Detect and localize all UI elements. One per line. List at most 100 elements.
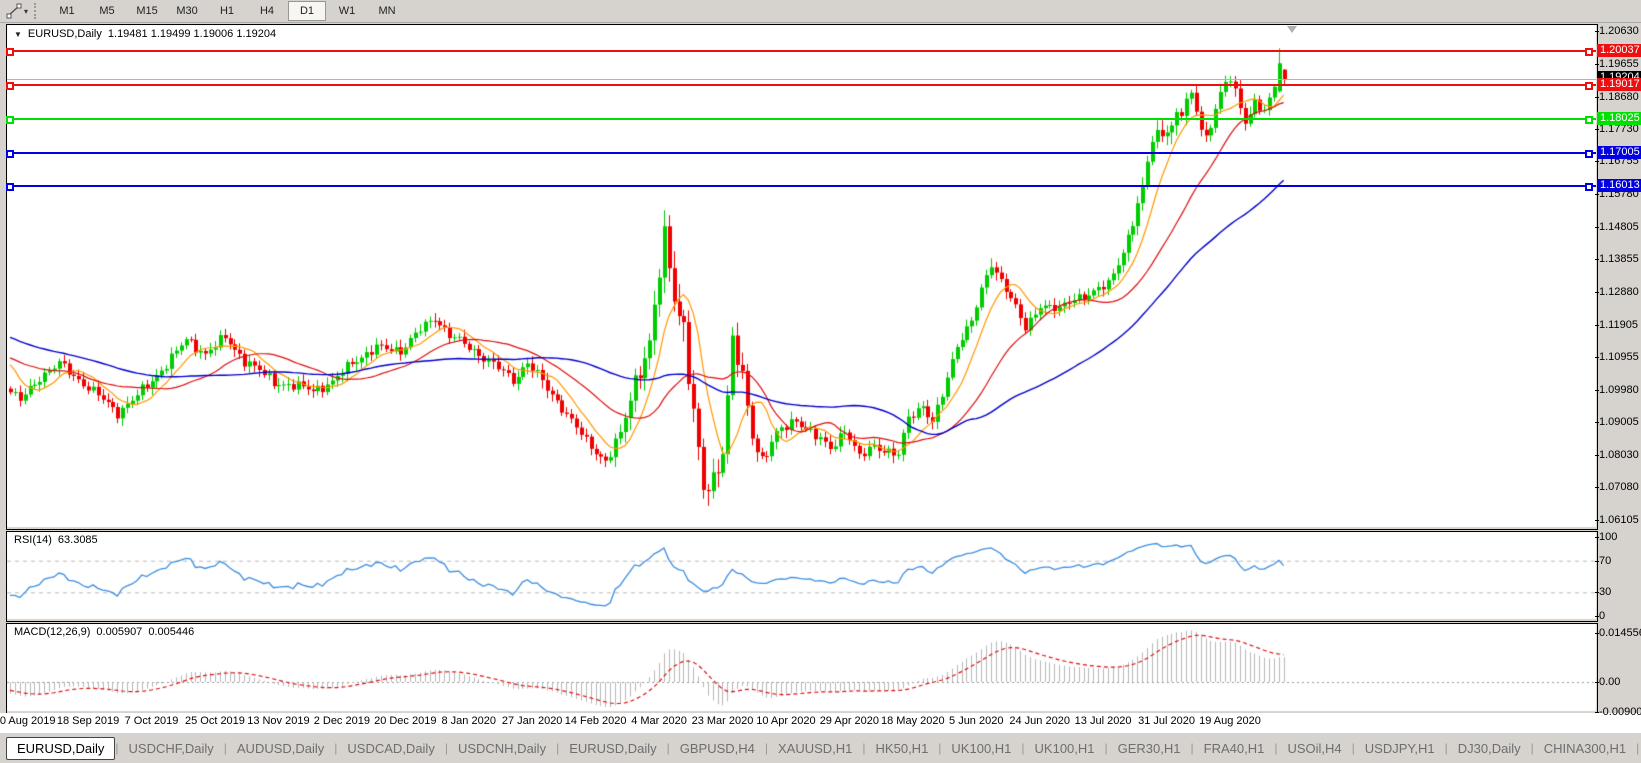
tab-separator: | xyxy=(938,741,942,755)
date-axis-tick: 13 Jul 2020 xyxy=(1074,715,1132,727)
date-axis-tick: 19 Aug 2020 xyxy=(1199,715,1261,727)
price-axis-tick: 1.07080 xyxy=(1595,481,1639,494)
date-axis xyxy=(0,713,1641,732)
date-axis-tick: 31 Jul 2020 xyxy=(1138,715,1195,727)
tab-separator: | xyxy=(862,741,866,755)
horizontal-price-line-1.19017[interactable] xyxy=(6,82,1596,90)
chart-tab-gbpusd-h4[interactable]: GBPUSD,H4 xyxy=(679,740,755,756)
chart-tab-dj30-daily[interactable]: DJ30,Daily xyxy=(1457,740,1521,756)
line-endpoint-marker xyxy=(1585,48,1593,56)
chart-tab-usdcad-daily[interactable]: USDCAD,Daily xyxy=(347,740,435,756)
date-axis-tick: 18 Sep 2019 xyxy=(56,715,120,727)
chart-title-collapse-icon[interactable]: ▼ xyxy=(14,29,22,39)
line-endpoint-marker xyxy=(6,183,14,191)
date-axis-tick: 24 Jun 2020 xyxy=(1009,715,1070,727)
chart-tab-usdcnh-daily[interactable]: USDCNH,Daily xyxy=(457,740,547,756)
tab-separator: | xyxy=(556,741,560,755)
trendline-drawing-icon[interactable] xyxy=(4,2,24,20)
chart-tab-xauusd-h1[interactable]: XAUUSD,H1 xyxy=(778,740,853,756)
horizontal-price-line-1.17005[interactable] xyxy=(6,150,1596,158)
chart-tab-eurusd-daily[interactable]: EURUSD,Daily xyxy=(569,740,657,756)
horizontal-price-line-1.20037[interactable] xyxy=(6,48,1596,56)
tab-separator: | xyxy=(764,741,768,755)
price-line-flag: 1.16013 xyxy=(1597,179,1641,192)
date-axis-tick: 30 Aug 2019 xyxy=(0,715,56,727)
date-axis-tick: 18 May 2020 xyxy=(880,715,945,727)
price-chart-panel[interactable] xyxy=(6,24,1598,530)
line-endpoint-marker xyxy=(6,150,14,158)
horizontal-price-line-1.18025[interactable] xyxy=(6,116,1596,124)
price-axis-tick: 1.19655 xyxy=(1595,57,1639,70)
date-axis-tick: 13 Nov 2019 xyxy=(247,715,310,727)
timeframe-button-mn[interactable]: MN xyxy=(378,5,396,17)
macd-label: MACD(12,26,9) 0.005907 0.005446 xyxy=(14,626,194,638)
tab-separator: | xyxy=(1530,741,1534,755)
timeframe-button-m1[interactable]: M1 xyxy=(59,5,75,17)
price-axis-tick: 1.11905 xyxy=(1595,318,1638,331)
date-axis-tick: 29 Apr 2020 xyxy=(819,715,880,727)
rsi-axis-tick: 70 xyxy=(1594,554,1612,567)
date-axis-tick: 23 Mar 2020 xyxy=(691,715,754,727)
price-axis-tick: 1.20630 xyxy=(1595,25,1639,37)
rsi-axis-tick: 30 xyxy=(1594,586,1612,599)
chart-tab-audusd-daily[interactable]: AUDUSD,Daily xyxy=(236,740,325,756)
date-axis-tick: 20 Dec 2019 xyxy=(374,715,437,727)
date-axis-tick: 27 Jan 2020 xyxy=(501,715,563,727)
price-line-flag: 1.18025 xyxy=(1597,112,1641,125)
chart-tab-hk50-h1[interactable]: HK50,H1 xyxy=(875,740,929,756)
chart-tab-ger30-h1[interactable]: GER30,H1 xyxy=(1117,740,1181,756)
tab-separator: | xyxy=(115,741,119,755)
line-endpoint-marker xyxy=(6,82,14,90)
date-axis-tick: 10 Apr 2020 xyxy=(756,715,816,727)
chart-tab-bar: EURUSD,Daily | USDCHF,Daily | AUDUSD,Daily | U… xyxy=(0,732,1641,763)
horizontal-price-line-1.16013[interactable] xyxy=(6,183,1596,191)
timeframe-button-m15[interactable]: M15 xyxy=(136,5,158,17)
price-line-flag: 1.19017 xyxy=(1597,78,1641,91)
rsi-axis-tick: 100 xyxy=(1594,531,1618,543)
line-endpoint-marker xyxy=(6,116,14,124)
line-endpoint-marker xyxy=(1585,116,1593,124)
macd-axis-tick: 0.00 xyxy=(1594,676,1621,688)
date-axis-tick: 4 Mar 2020 xyxy=(631,715,687,727)
chart-symbol-label: EURUSD,Daily xyxy=(27,28,102,40)
timeframe-button-h1[interactable]: H1 xyxy=(219,5,235,17)
timeframe-button-w1[interactable]: W1 xyxy=(338,5,356,17)
macd-name: MACD(12,26,9) xyxy=(14,626,91,638)
price-axis-tick: 1.14805 xyxy=(1595,221,1639,234)
chart-tab-uk100-h1[interactable]: UK100,H1 xyxy=(1034,740,1095,756)
chart-tab-eurusd-daily[interactable]: EURUSD,Daily xyxy=(6,736,116,760)
toolbar-grip xyxy=(34,3,41,19)
timeframe-toolbar: ▾ M1 M5 M15 M30 H1 H4 D1 W1 MN xyxy=(0,0,1641,23)
timeframe-button-h4[interactable]: H4 xyxy=(259,5,275,17)
tab-separator: | xyxy=(1274,741,1278,755)
timeframe-button-m30[interactable]: M30 xyxy=(176,5,198,17)
tab-separator: | xyxy=(1190,741,1194,755)
chart-title: ▼ EURUSD,Daily 1.19481 1.19499 1.19006 1… xyxy=(14,28,276,40)
tab-separator: | xyxy=(444,741,448,755)
macd-axis-tick: 0.014556 xyxy=(1595,627,1641,639)
timeframe-button-m5[interactable]: M5 xyxy=(99,5,115,17)
tab-separator: | xyxy=(1444,741,1448,755)
current-price-line xyxy=(7,79,1596,80)
price-axis-tick: 1.10955 xyxy=(1595,350,1639,363)
tab-separator: | xyxy=(1104,741,1108,755)
timeframe-button-d1[interactable]: D1 xyxy=(288,1,327,21)
price-line-flag: 1.17005 xyxy=(1597,146,1641,159)
chart-tab-uk100-h1[interactable]: UK100,H1 xyxy=(951,740,1012,756)
tab-separator: | xyxy=(223,741,227,755)
chart-tab-usdjpy-h1[interactable]: USDJPY,H1 xyxy=(1364,740,1435,756)
line-endpoint-marker xyxy=(1585,183,1593,191)
chart-shift-marker[interactable] xyxy=(1287,26,1297,33)
chart-tab-fra40-h1[interactable]: FRA40,H1 xyxy=(1203,740,1265,756)
chart-tab-usdchf-daily[interactable]: USDCHF,Daily xyxy=(128,740,214,756)
rsi-indicator-panel[interactable] xyxy=(6,531,1598,622)
macd-indicator-panel[interactable] xyxy=(6,623,1598,714)
chart-tab-usoil-h4[interactable]: USOil,H4 xyxy=(1287,740,1342,756)
chart-tab-china300-h1[interactable]: CHINA300,H1 xyxy=(1543,740,1627,756)
price-axis-tick: 1.18680 xyxy=(1595,90,1639,103)
rsi-axis-tick: 0 xyxy=(1594,610,1606,622)
price-axis-tick: 1.12880 xyxy=(1595,285,1639,298)
tool-dropdown-caret[interactable]: ▾ xyxy=(24,6,29,16)
